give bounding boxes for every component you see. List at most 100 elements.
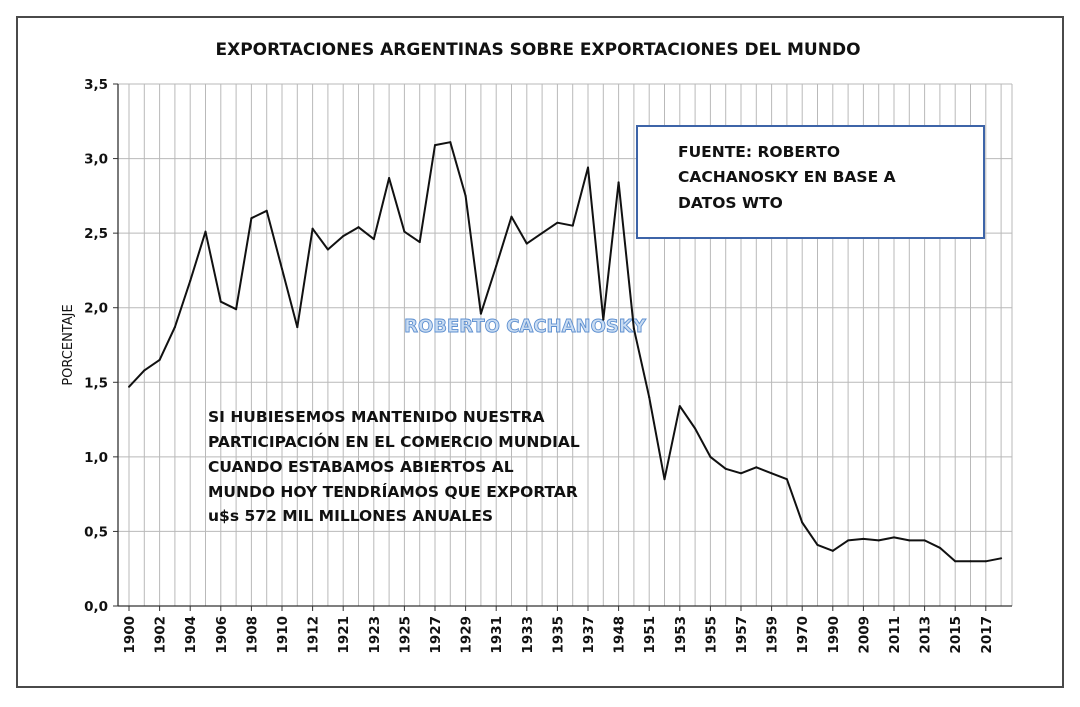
- note-line-5: u$s 572 MIL MILLONES ANUALES: [208, 507, 493, 525]
- x-tick-label: 2011: [887, 616, 903, 654]
- data-point: [893, 536, 895, 539]
- x-tick-label: 1910: [275, 616, 291, 654]
- data-points: [128, 141, 1003, 563]
- x-tick-label: 1948: [612, 616, 628, 654]
- y-tick-label: 2,5: [84, 226, 108, 242]
- data-point: [801, 521, 804, 524]
- data-point: [602, 318, 605, 321]
- data-point: [709, 455, 712, 458]
- x-tick-label: 1921: [336, 616, 352, 654]
- x-tick-label: 1929: [459, 616, 475, 654]
- x-tick-label: 1927: [428, 616, 444, 654]
- x-tick-label: 1953: [673, 616, 689, 654]
- data-point: [464, 194, 467, 197]
- data-point: [663, 478, 666, 481]
- data-point: [831, 549, 834, 552]
- data-point: [326, 248, 329, 251]
- axes: [117, 84, 1012, 607]
- data-point: [923, 539, 926, 542]
- note-line-3: CUANDO ESTABAMOS ABIERTOS AL: [208, 458, 514, 476]
- data-point: [617, 181, 620, 184]
- data-point: [556, 221, 559, 224]
- data-point: [694, 427, 697, 430]
- y-tick-label: 0,0: [84, 599, 108, 615]
- x-tick-label: 1931: [489, 616, 505, 654]
- data-point: [740, 472, 742, 475]
- data-point: [479, 312, 482, 315]
- y-tick-label: 1,0: [84, 450, 108, 466]
- data-point: [954, 560, 957, 563]
- data-point: [938, 546, 941, 549]
- data-point: [1000, 557, 1003, 560]
- x-tick-label: 2009: [856, 616, 872, 654]
- source-line-2: CACHANOSKY EN BASE A: [678, 168, 896, 186]
- data-point: [510, 215, 513, 218]
- x-tick-label: 2017: [979, 616, 995, 654]
- data-point: [785, 478, 788, 481]
- x-tick-label: 1937: [581, 616, 597, 654]
- note-line-2: PARTICIPACIÓN EN EL COMERCIO MUNDIAL: [208, 432, 580, 451]
- chart-title: EXPORTACIONES ARGENTINAS SOBRE EXPORTACI…: [215, 40, 860, 60]
- data-point: [816, 543, 819, 546]
- x-tick-label: 1900: [122, 616, 138, 654]
- data-point: [632, 327, 635, 330]
- y-tick-label: 2,0: [84, 301, 108, 317]
- data-point: [219, 300, 222, 303]
- x-tick-label: 1912: [306, 616, 322, 654]
- x-tick-label: 1970: [795, 616, 811, 654]
- x-tick-label: 1955: [703, 616, 719, 654]
- data-point: [770, 472, 773, 475]
- data-point: [648, 396, 651, 399]
- data-point: [311, 227, 314, 230]
- x-tick-label: 1990: [826, 616, 842, 654]
- data-point: [877, 539, 880, 542]
- data-point: [724, 467, 727, 470]
- x-tick-label: 1906: [214, 616, 230, 654]
- y-tick-label: 1,5: [84, 375, 108, 391]
- x-tick-label: 1923: [367, 616, 383, 654]
- source-line-1: FUENTE: ROBERTO: [678, 143, 840, 161]
- data-point: [372, 238, 375, 241]
- data-point: [449, 141, 452, 144]
- y-axis-label: PORCENTAJE: [61, 304, 76, 385]
- x-tick-label: 2015: [948, 616, 964, 654]
- x-tick-label: 1951: [642, 616, 658, 654]
- data-point: [281, 267, 283, 270]
- source-line-3: DATOS WTO: [678, 194, 783, 212]
- data-point: [525, 242, 528, 245]
- x-tick-label: 1904: [183, 616, 199, 654]
- y-tick-labels: 0,0 0,5 1,0 1,5 2,0 2,5 3,0 3,5: [84, 77, 108, 615]
- data-point: [403, 230, 406, 233]
- data-point: [541, 232, 544, 235]
- data-point: [158, 358, 161, 361]
- data-point: [434, 144, 436, 147]
- data-point: [189, 279, 192, 282]
- data-point: [235, 308, 238, 311]
- data-point: [969, 560, 972, 563]
- data-point: [984, 560, 987, 563]
- x-tick-label: 1959: [765, 616, 781, 654]
- y-tick-label: 3,5: [84, 77, 108, 93]
- note-text: SI HUBIESEMOS MANTENIDO NUESTRA PARTICIP…: [208, 408, 580, 525]
- note-line-4: MUNDO HOY TENDRÍAMOS QUE EXPORTAR: [208, 482, 578, 501]
- x-tick-label: 1925: [397, 616, 413, 654]
- data-point: [143, 369, 146, 372]
- x-tick-label: 1935: [550, 616, 566, 654]
- data-point: [908, 539, 911, 542]
- source-box: FUENTE: ROBERTO CACHANOSKY EN BASE A DAT…: [636, 125, 985, 239]
- data-point: [678, 405, 681, 408]
- data-point: [296, 326, 299, 329]
- data-point: [342, 235, 345, 238]
- data-point: [418, 241, 421, 244]
- x-tick-labels: 1900 1902 1904 1906 1908 1910 1912 1921 1923 1925…: [122, 616, 995, 654]
- watermark: ROBERTO CACHANOSKY: [404, 316, 647, 337]
- data-point: [173, 326, 176, 329]
- y-tick-label: 3,0: [84, 152, 108, 168]
- data-point: [388, 176, 391, 179]
- data-point: [128, 385, 130, 388]
- data-point: [204, 230, 207, 233]
- data-point: [847, 539, 850, 542]
- data-point: [755, 466, 758, 469]
- x-tick-label: 1908: [244, 616, 260, 654]
